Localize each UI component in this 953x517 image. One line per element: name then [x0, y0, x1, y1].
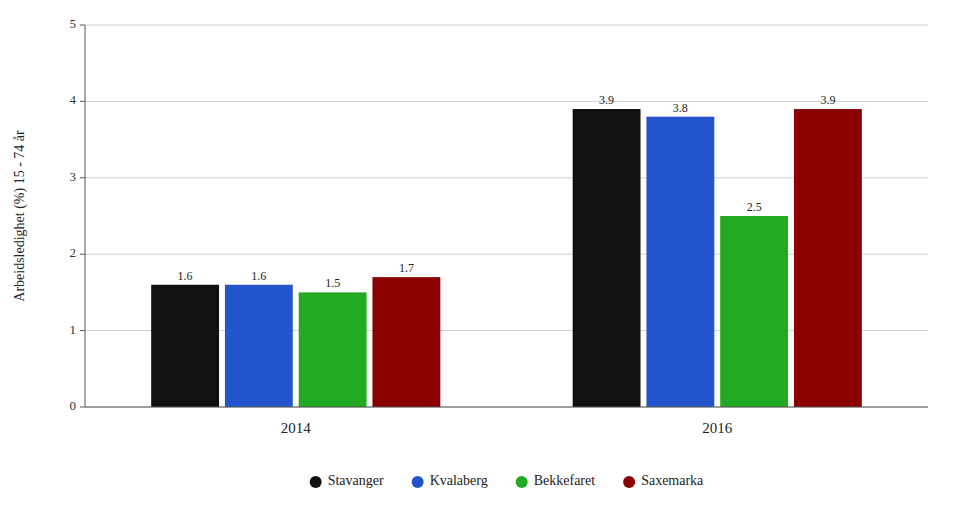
data-label: 1.7 — [399, 261, 414, 275]
grid-line — [85, 407, 928, 408]
bar — [573, 109, 641, 407]
chart-svg: 0 1 2 3 4 5 1.6 3.9 1.6 3.8 1.5 2.5 1.7 3.9 2014 2016 Ar… — [0, 0, 953, 517]
data-label: 1.6 — [251, 269, 266, 283]
data-label: 3.8 — [673, 101, 688, 115]
bar — [225, 285, 293, 407]
legend: Stavanger Kvalaberg Bekkefaret Saxemarka — [310, 473, 704, 488]
y-axis-label: Arbeidsledighet (%) 15 - 74 år — [12, 130, 28, 302]
grid-line — [85, 101, 928, 102]
chart-container: 0 1 2 3 4 5 1.6 3.9 1.6 3.8 1.5 2.5 1.7 3.9 2014 2016 Ar… — [0, 0, 953, 517]
data-label: 3.9 — [599, 93, 614, 107]
bar — [720, 216, 788, 407]
legend-marker — [516, 476, 528, 488]
y-tick-label: 0 — [70, 398, 77, 413]
legend-label: Kvalaberg — [430, 473, 488, 488]
legend-item: Saxemarka — [623, 473, 704, 488]
legend-label: Bekkefaret — [534, 473, 596, 488]
legend-marker — [412, 476, 424, 488]
bar — [794, 109, 862, 407]
data-label: 2.5 — [747, 200, 762, 214]
data-label: 3.9 — [820, 93, 835, 107]
y-tick — [80, 407, 85, 408]
y-tick — [80, 101, 85, 102]
category-label: 2016 — [702, 420, 733, 436]
bar — [299, 292, 367, 407]
y-tick — [80, 25, 85, 26]
y-tick-label: 1 — [70, 322, 77, 337]
legend-label: Saxemarka — [641, 473, 704, 488]
y-tick-label: 5 — [70, 16, 77, 31]
y-tick-label: 4 — [70, 92, 77, 107]
y-grid: 0 1 2 3 4 5 — [70, 16, 929, 413]
grid-line — [85, 25, 928, 26]
y-tick — [80, 330, 85, 331]
bar — [151, 285, 219, 407]
data-labels: 1.6 3.9 1.6 3.8 1.5 2.5 1.7 3.9 — [178, 93, 836, 290]
data-label: 1.5 — [325, 276, 340, 290]
legend-label: Stavanger — [328, 473, 384, 488]
legend-item: Kvalaberg — [412, 473, 488, 488]
bar — [372, 277, 440, 407]
legend-marker — [623, 476, 635, 488]
bar — [646, 117, 714, 407]
y-axis-line — [85, 25, 86, 407]
y-tick — [80, 254, 85, 255]
data-label: 1.6 — [178, 269, 193, 283]
legend-marker — [310, 476, 322, 488]
bars — [151, 109, 862, 407]
y-tick-label: 2 — [70, 245, 77, 260]
x-axis-line — [85, 407, 928, 408]
y-tick — [80, 177, 85, 178]
legend-item: Stavanger — [310, 473, 384, 488]
y-tick-label: 3 — [70, 169, 77, 184]
legend-item: Bekkefaret — [516, 473, 596, 488]
category-label: 2014 — [281, 420, 312, 436]
